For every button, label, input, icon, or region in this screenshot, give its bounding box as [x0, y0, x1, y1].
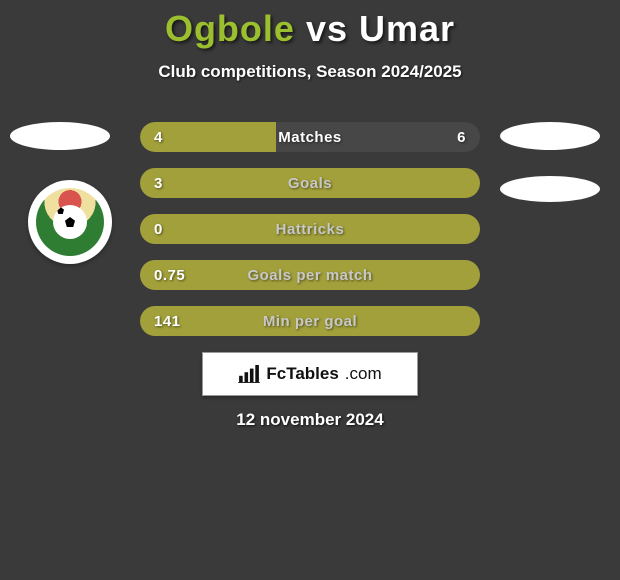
stat-bar: 4Matches6	[140, 122, 480, 152]
stats-bars: 4Matches6 3Goals 0Hattricks 0.75Goals per m…	[140, 122, 480, 352]
brand-suffix: .com	[345, 364, 382, 384]
bar-chart-icon	[238, 365, 260, 383]
stat-label: Hattricks	[140, 221, 480, 238]
stat-bar: 3Goals	[140, 168, 480, 198]
stat-label: Goals per match	[140, 267, 480, 284]
stat-label: Matches	[140, 129, 480, 146]
club-badge-left	[28, 180, 112, 264]
brand-name: FcTables	[266, 364, 338, 384]
brand-box: FcTables .com	[202, 352, 418, 396]
subtitle: Club competitions, Season 2024/2025	[0, 62, 620, 82]
player2-name: Umar	[359, 8, 455, 49]
avatar-placeholder-left	[10, 122, 110, 150]
stat-label: Min per goal	[140, 313, 480, 330]
stat-bar: 0Hattricks	[140, 214, 480, 244]
stat-label: Goals	[140, 175, 480, 192]
stat-bar: 141Min per goal	[140, 306, 480, 336]
date-line: 12 november 2024	[0, 410, 620, 430]
vs-label: vs	[306, 8, 348, 49]
stat-value-right: 6	[457, 129, 466, 146]
avatar-placeholder-right-1	[500, 122, 600, 150]
player1-name: Ogbole	[165, 8, 295, 49]
page-title: Ogbole vs Umar	[0, 0, 620, 50]
avatar-placeholder-right-2	[500, 176, 600, 202]
club-crest-icon	[36, 188, 104, 256]
soccer-ball-icon	[53, 205, 87, 239]
stat-bar: 0.75Goals per match	[140, 260, 480, 290]
